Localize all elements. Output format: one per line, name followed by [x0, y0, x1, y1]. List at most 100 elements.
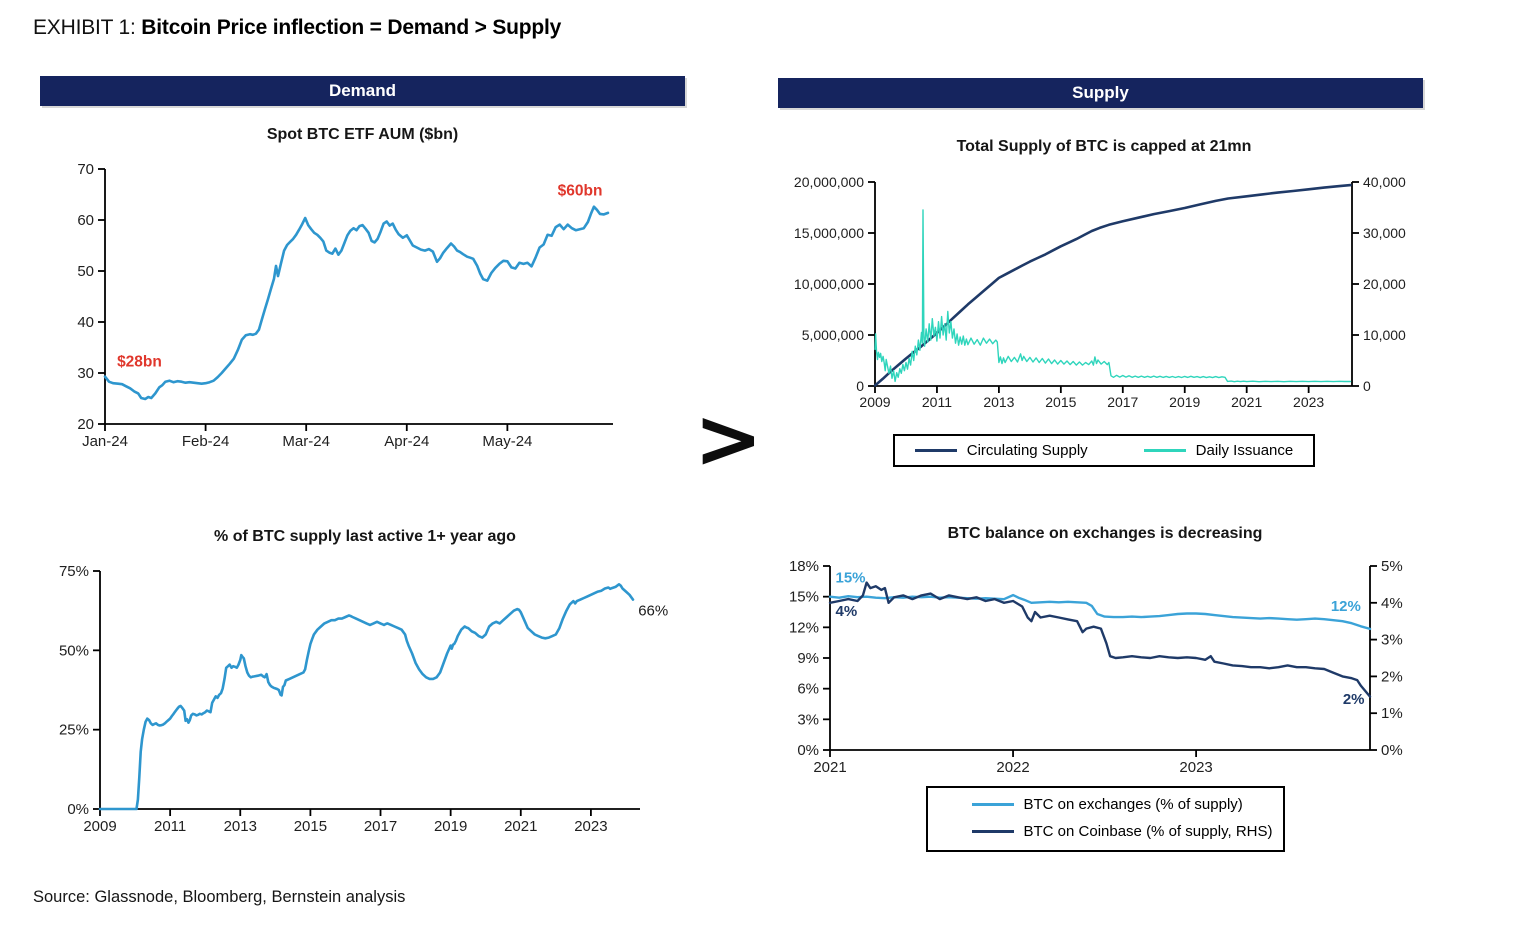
series-daily-issuance-line [874, 209, 1352, 383]
exhibit-title-text: Bitcoin Price inflection = Demand > Supp… [141, 16, 562, 39]
daily-issuance-line-swatch [1143, 449, 1186, 452]
exchange-balance-legend: BTC on exchanges (% of supply) BTC on Co… [775, 786, 1435, 852]
y-tick-label: 20,000,000 [794, 174, 864, 190]
x-tick-label: 2013 [224, 818, 257, 835]
chart-exchange-balance: BTC balance on exchanges is decreasing 0… [775, 525, 1435, 852]
chart-etf-aum: Spot BTC ETF AUM ($bn) 20 30 40 50 60 70 Jan-2… [40, 126, 685, 464]
y-tick-label: 40 [77, 314, 94, 331]
x-tick-label: 2015 [294, 818, 327, 835]
y-tick-label-right: 3% [1381, 632, 1403, 649]
series-btc-on-coinbase-of-supply-rhs-line [828, 581, 1372, 698]
x-tick-label: 2017 [1107, 394, 1138, 410]
y-tick-label: 18% [789, 558, 819, 575]
annotation-15: 15% [835, 569, 865, 586]
y-tick-label-right: 5% [1381, 558, 1403, 575]
y-tick-label: 60 [77, 212, 94, 229]
y-tick-label: 50% [59, 642, 89, 659]
legend-label: Daily Issuance [1195, 442, 1294, 459]
y-tick-label: 0 [856, 378, 864, 394]
chart-dormant-supply: % of BTC supply last active 1+ year ago … [40, 528, 690, 848]
x-tick-label: 2017 [364, 818, 397, 835]
demand-panel-header: Demand [40, 76, 685, 106]
x-tick-label: 2022 [996, 759, 1029, 776]
legend-item-circulating-supply: Circulating Supply [914, 442, 1088, 459]
y-tick-label: 10,000,000 [794, 276, 864, 292]
series-circulating-supply-line [873, 183, 1352, 387]
x-tick-label: 2019 [1169, 394, 1200, 410]
x-tick-label: 2015 [1045, 394, 1076, 410]
x-tick-label: 2023 [1293, 394, 1324, 410]
legend-item-daily-issuance: Daily Issuance [1143, 442, 1294, 459]
x-tick-label: Mar-24 [282, 433, 330, 450]
btc-on-coinbase-line-swatch [971, 830, 1014, 833]
y-tick-label: 6% [797, 681, 819, 698]
legend-label: BTC on Coinbase (% of supply, RHS) [1023, 823, 1273, 840]
annotation-66: 66% [638, 602, 668, 619]
y-tick-label: 3% [797, 711, 819, 728]
y-tick-label-right: 0% [1381, 742, 1403, 759]
annotation-28bn: $28bn [117, 353, 162, 370]
series-of-btc-supply-last-active-1-year-ago-line [98, 582, 635, 811]
chart-etf-aum-title: Spot BTC ETF AUM ($bn) [266, 126, 459, 143]
chart-total-supply-canvas: 0 5,000,000 10,000,000 15,000,000 20,000,000… [794, 174, 1406, 410]
legend-label: Circulating Supply [966, 442, 1088, 459]
y-tick-label-right: 10,000 [1363, 327, 1406, 343]
y-tick-label: 20 [77, 416, 94, 433]
chart-total-supply-title: Total Supply of BTC is capped at 21mn [956, 138, 1252, 155]
y-tick-label: 9% [797, 650, 819, 667]
y-tick-label-right: 1% [1381, 705, 1403, 722]
x-tick-label: 2021 [1231, 394, 1262, 410]
y-tick-label-right: 2% [1381, 668, 1403, 685]
source-note: Source: Glassnode, Bloomberg, Bernstein … [33, 888, 406, 906]
y-tick-label: 25% [59, 722, 89, 739]
x-tick-label: 2011 [154, 818, 186, 835]
y-tick-label: 30 [77, 365, 94, 382]
x-tick-label: Jan-24 [82, 433, 128, 450]
x-tick-label: 2023 [574, 818, 607, 835]
annotation-2: 2% [1343, 691, 1365, 708]
chart-exchange-balance-canvas: 0% 3% 6% 9% 12% 15% 18% 0% 1% 2% 3% 4% 5% 2021 2022 202… [789, 558, 1403, 776]
series-btc-on-exchanges-of-supply-line [828, 593, 1372, 631]
y-tick-label: 12% [789, 619, 819, 636]
y-tick-label: 5,000,000 [802, 327, 864, 343]
total-supply-legend: Circulating Supply Daily Issuance [770, 434, 1438, 467]
y-tick-label-right: 30,000 [1363, 225, 1406, 241]
series-spot-btc-etf-aum-line [103, 205, 610, 401]
chart-dormant-supply-title: % of BTC supply last active 1+ year ago [214, 528, 516, 545]
annotation-60bn: $60bn [558, 183, 603, 200]
chart-etf-aum-canvas: 20 30 40 50 60 70 Jan-24 Feb-24 Mar-24 Apr-24 May-… [77, 161, 613, 450]
annotation-12: 12% [1331, 598, 1361, 615]
exhibit-label: EXHIBIT 1: [33, 16, 136, 39]
y-tick-label-right: 4% [1381, 595, 1403, 612]
btc-on-exchanges-line-swatch [971, 803, 1014, 806]
x-tick-label: 2009 [859, 394, 890, 410]
x-tick-label: May-24 [482, 433, 532, 450]
x-tick-label: 2009 [83, 818, 116, 835]
x-tick-label: 2019 [434, 818, 467, 835]
legend-item-btc-on-coinbase: BTC on Coinbase (% of supply, RHS) [971, 823, 1273, 840]
y-tick-label: 15,000,000 [794, 225, 864, 241]
y-tick-label: 70 [77, 161, 94, 178]
x-tick-label: Feb-24 [182, 433, 230, 450]
annotation-4: 4% [835, 603, 857, 620]
chart-exchange-balance-title: BTC balance on exchanges is decreasing [947, 525, 1263, 542]
greater-than-symbol: > [694, 392, 763, 487]
legend-label: BTC on exchanges (% of supply) [1023, 796, 1243, 813]
circulating-supply-line-swatch [914, 449, 957, 452]
y-tick-label-right: 40,000 [1363, 174, 1406, 190]
chart-total-supply: Total Supply of BTC is capped at 21mn 0 5… [770, 138, 1438, 467]
y-tick-label-right: 20,000 [1363, 276, 1406, 292]
x-tick-label: 2021 [813, 759, 846, 776]
x-tick-label: Apr-24 [384, 433, 429, 450]
legend-item-btc-on-exchanges: BTC on exchanges (% of supply) [971, 796, 1243, 813]
chart-dormant-supply-canvas: 0% 25% 50% 75% 2009 2011 2013 2015 2017 2019 2021 2… [59, 563, 668, 835]
x-tick-label: 2021 [504, 818, 537, 835]
y-tick-label: 0% [797, 742, 819, 759]
y-tick-label: 15% [789, 589, 819, 606]
x-tick-label: 2011 [922, 394, 952, 410]
y-tick-label: 75% [59, 563, 89, 580]
supply-panel-header: Supply [778, 78, 1423, 108]
x-tick-label: 2013 [983, 394, 1014, 410]
y-tick-label: 50 [77, 263, 94, 280]
